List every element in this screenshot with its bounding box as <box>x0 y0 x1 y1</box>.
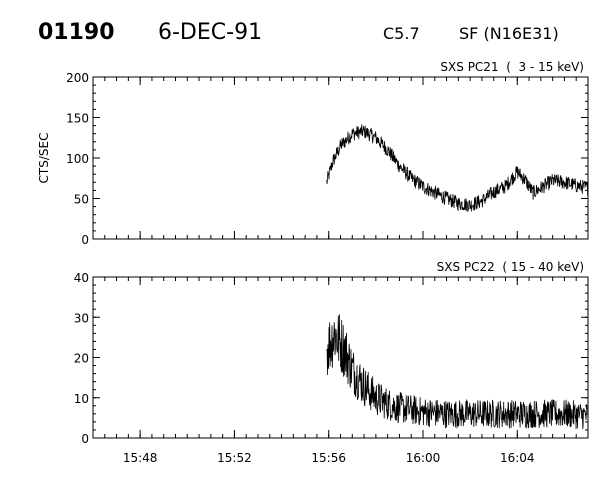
flare-class: C5.7 <box>383 24 420 43</box>
panel-pc21-title: SXS PC21 ( 3 - 15 keV) <box>440 60 584 74</box>
panel-pc22-title: SXS PC22 ( 15 - 40 keV) <box>437 260 584 274</box>
y-tick-label: 0 <box>81 233 89 247</box>
event-id: 01190 <box>38 20 115 45</box>
panel-pc22: SXS PC22 ( 15 - 40 keV) 0 10 20 30 40 15:48 15… <box>74 260 589 465</box>
panel-pc21-ticks <box>92 76 589 240</box>
x-tick-label: 15:56 <box>311 451 346 465</box>
y-tick-label: 100 <box>66 152 89 166</box>
panel-pc22-ticks <box>92 276 589 439</box>
series-pc22-line <box>326 314 589 430</box>
y-tick-label: 30 <box>74 311 89 325</box>
event-date: 6-DEC-91 <box>158 20 262 45</box>
y-tick-label: 10 <box>74 392 89 406</box>
x-tick-label: 15:52 <box>217 451 252 465</box>
y-axis-label: CTS/SEC <box>37 133 51 184</box>
y-tick-label: 50 <box>74 193 89 207</box>
y-tick-label: 0 <box>81 432 89 446</box>
flare-location: SF (N16E31) <box>459 24 559 43</box>
y-tick-label: 200 <box>66 71 89 85</box>
y-tick-label: 40 <box>74 271 89 285</box>
y-tick-label: 20 <box>74 352 89 366</box>
x-tick-label: 15:48 <box>123 451 158 465</box>
x-tick-label: 16:04 <box>500 451 535 465</box>
panel-pc22-tick-labels: 0 10 20 30 40 15:48 15:52 15:56 16:00 16:04 <box>74 271 535 465</box>
panel-pc21-frame <box>92 76 589 240</box>
y-tick-label: 150 <box>66 112 89 126</box>
x-tick-label: 16:00 <box>406 451 441 465</box>
series-pc21-line <box>326 124 589 212</box>
panel-pc21: SXS PC21 ( 3 - 15 keV) CTS/SEC 0 50 100 150… <box>37 60 589 247</box>
panel-pc21-tick-labels: 0 50 100 150 200 <box>66 71 89 247</box>
